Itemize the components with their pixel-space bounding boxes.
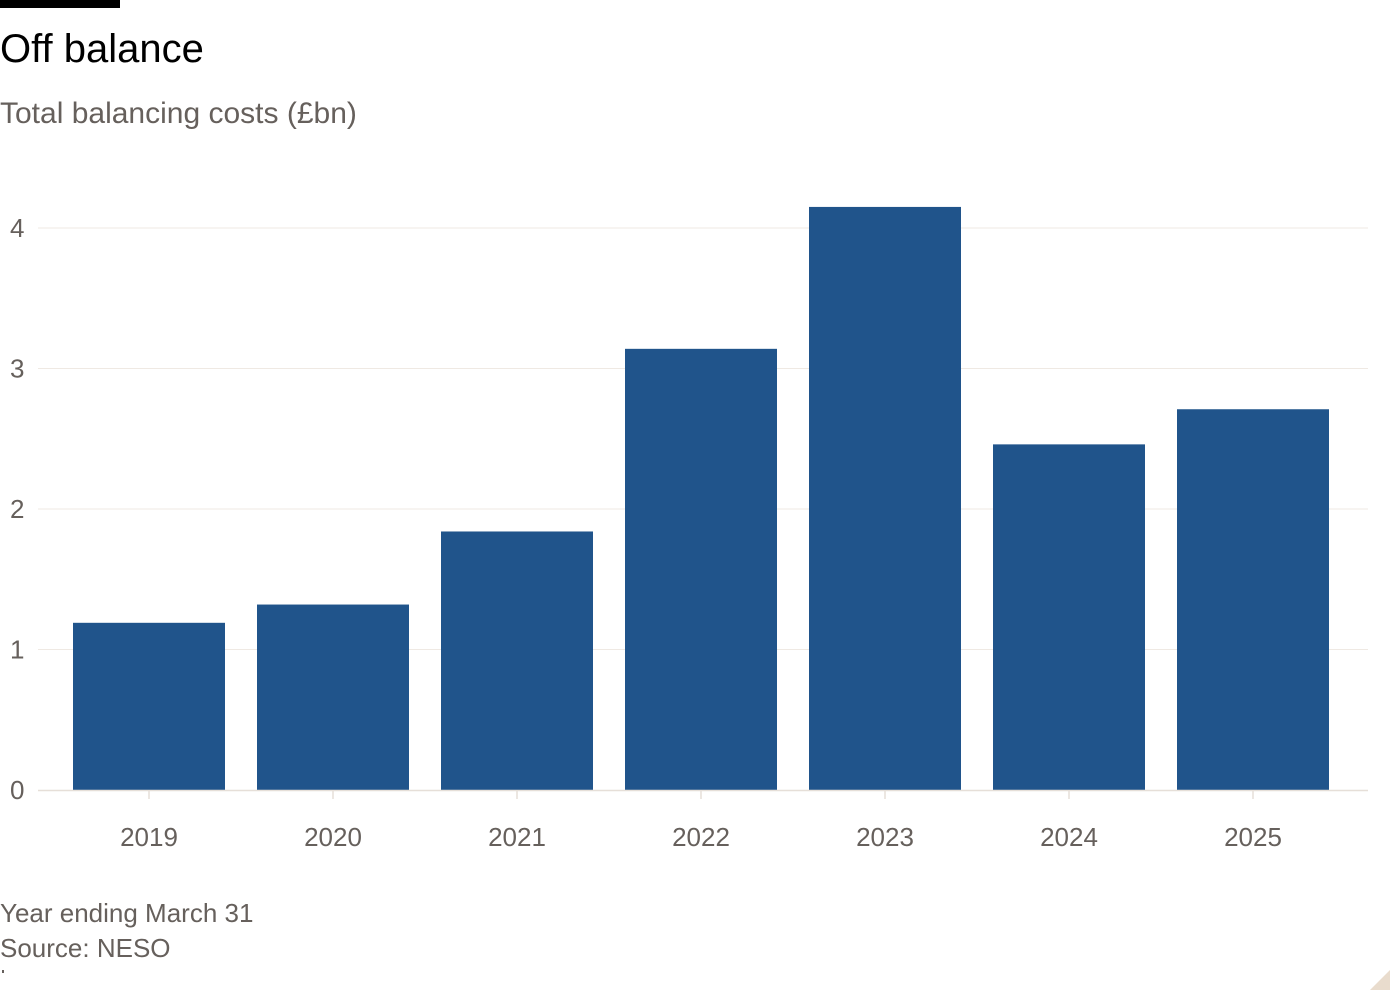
x-tick-label: 2019 xyxy=(120,822,178,852)
y-tick-labels: 0 1 2 3 4 xyxy=(10,213,24,805)
x-tick-label: 2020 xyxy=(304,822,362,852)
y-tick-label: 2 xyxy=(10,494,24,524)
y-tick-label: 1 xyxy=(10,635,24,665)
x-tick-label: 2023 xyxy=(856,822,914,852)
x-tick-label: 2025 xyxy=(1224,822,1282,852)
x-tick-label: 2021 xyxy=(488,822,546,852)
bar-2020 xyxy=(257,604,409,790)
y-tick-label: 3 xyxy=(10,354,24,384)
y-tick-label: 4 xyxy=(10,213,24,243)
y-tick-label: 0 xyxy=(10,775,24,805)
x-tick-label: 2022 xyxy=(672,822,730,852)
chart-source: Source: NESO xyxy=(0,933,171,963)
chart-note: Year ending March 31 xyxy=(0,898,254,928)
bar-2025 xyxy=(1177,409,1329,790)
brand-top-bar xyxy=(0,0,120,8)
bars xyxy=(73,206,1329,791)
bar-2021 xyxy=(441,531,593,790)
footer-dot xyxy=(2,970,4,973)
corner-fold-icon xyxy=(1370,970,1390,990)
chart-title: Off balance xyxy=(0,27,204,71)
x-tick-label: 2024 xyxy=(1040,822,1098,852)
chart-subtitle: Total balancing costs (£bn) xyxy=(0,97,357,130)
bar-2022 xyxy=(625,348,777,790)
x-axis: 2019 2020 2021 2022 2023 2024 2025 xyxy=(38,789,1368,852)
bar-2023 xyxy=(809,206,961,791)
bar-2019 xyxy=(73,622,225,790)
bar-2024 xyxy=(993,444,1145,790)
